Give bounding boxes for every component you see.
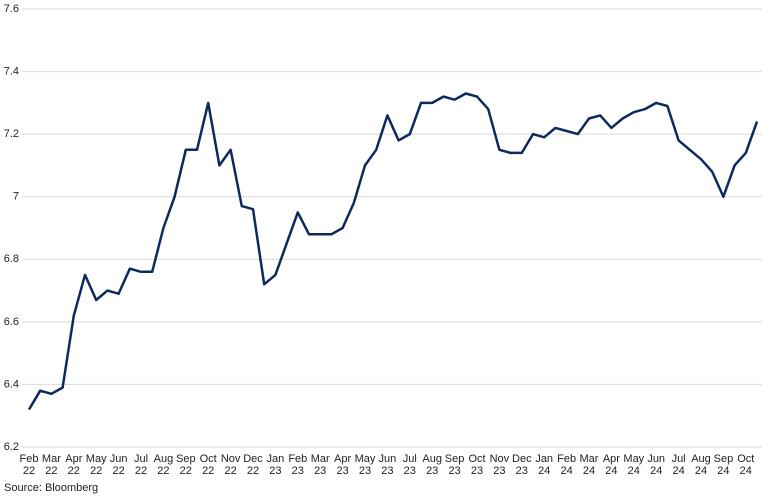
x-tick-label: Jan 23 bbox=[267, 453, 285, 477]
x-tick-label: Feb 23 bbox=[288, 453, 307, 477]
x-tick-label: Jul 23 bbox=[403, 453, 417, 477]
x-tick-label: Feb 24 bbox=[557, 453, 576, 477]
x-tick-label: Sep 24 bbox=[714, 453, 734, 477]
x-tick-label: May 22 bbox=[86, 453, 107, 477]
y-tick-label: 7.2 bbox=[4, 128, 19, 140]
x-tick-label: Mar 23 bbox=[311, 453, 330, 477]
x-tick-label: Oct 24 bbox=[737, 453, 754, 477]
x-tick-label: Apr 22 bbox=[65, 453, 82, 477]
x-tick-label: Apr 24 bbox=[603, 453, 620, 477]
y-tick-label: 6.2 bbox=[4, 441, 19, 453]
x-tick-label: Jul 24 bbox=[672, 453, 686, 477]
x-tick-label: May 23 bbox=[355, 453, 376, 477]
y-tick-label: 6.4 bbox=[4, 378, 19, 390]
x-tick-label: Aug 23 bbox=[422, 453, 442, 477]
x-tick-label: May 24 bbox=[623, 453, 644, 477]
x-tick-label: Aug 24 bbox=[691, 453, 711, 477]
x-tick-label: Jun 24 bbox=[647, 453, 665, 477]
x-tick-label: Aug 22 bbox=[154, 453, 174, 477]
x-tick-label: Jul 22 bbox=[134, 453, 148, 477]
x-tick-label: Sep 22 bbox=[176, 453, 196, 477]
x-tick-label: Mar 22 bbox=[42, 453, 61, 477]
x-tick-label: Apr 23 bbox=[334, 453, 351, 477]
x-tick-label: Dec 23 bbox=[512, 453, 532, 477]
y-tick-label: 7.6 bbox=[4, 3, 19, 15]
y-tick-label: 7.4 bbox=[4, 65, 19, 77]
source-note: Source: Bloomberg bbox=[4, 482, 98, 494]
x-tick-label: Nov 23 bbox=[490, 453, 510, 477]
line bbox=[27, 92, 759, 411]
x-tick-label: Dec 22 bbox=[243, 453, 263, 477]
x-tick-label: Jan 24 bbox=[535, 453, 553, 477]
x-tick-label: Jun 22 bbox=[110, 453, 128, 477]
y-tick-label: 6.6 bbox=[4, 316, 19, 328]
x-tick-label: Feb 22 bbox=[20, 453, 39, 477]
y-tick-label: 6.8 bbox=[4, 253, 19, 265]
x-tick-label: Nov 22 bbox=[221, 453, 241, 477]
x-tick-label: Oct 23 bbox=[468, 453, 485, 477]
y-tick-label: 7 bbox=[13, 191, 19, 203]
x-tick-label: Jun 23 bbox=[379, 453, 397, 477]
x-tick-label: Sep 23 bbox=[445, 453, 465, 477]
x-tick-label: Mar 24 bbox=[580, 453, 599, 477]
x-tick-label: Oct 22 bbox=[200, 453, 217, 477]
